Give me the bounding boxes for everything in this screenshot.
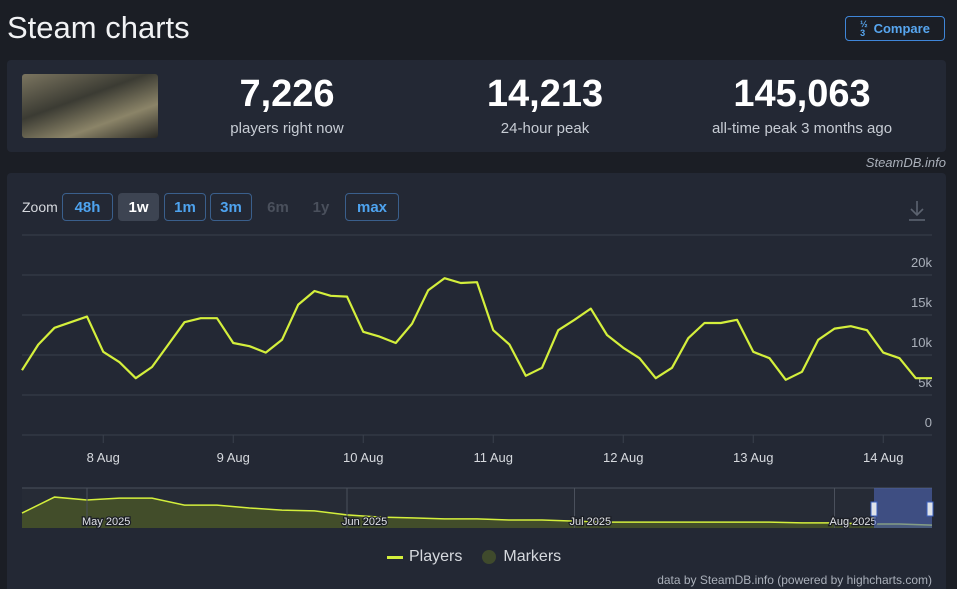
legend-swatch — [387, 555, 403, 559]
legend-label: Players — [409, 548, 463, 565]
navigator-handle — [870, 501, 878, 517]
legend-item[interactable]: Players — [387, 548, 462, 566]
y-tick-label: 10k — [911, 335, 932, 350]
navigator-area — [22, 497, 932, 528]
source-link[interactable]: SteamDB.info — [865, 155, 946, 170]
legend: Players Markers — [387, 548, 581, 566]
zoom-label: Zoom — [22, 199, 58, 215]
zoom-button[interactable]: 3m — [210, 193, 252, 221]
zoom-button[interactable]: max — [345, 193, 399, 221]
compare-label: Compare — [873, 21, 930, 36]
zoom-button[interactable]: 1m — [164, 193, 206, 221]
stat-label: players right now — [230, 120, 344, 137]
x-tick-label: 9 Aug — [217, 450, 250, 465]
navigator-label: Jul 2025 — [570, 516, 612, 528]
stat-label: 24-hour peak — [500, 120, 590, 137]
game-image — [22, 74, 158, 138]
navigator-line — [21, 496, 933, 526]
navigator-label: May 2025 — [82, 516, 130, 528]
credits[interactable]: data by SteamDB.info (powered by highcha… — [657, 573, 932, 587]
series-line — [21, 277, 932, 381]
zoom-button[interactable]: 48h — [62, 193, 113, 221]
stat: 14,213 24-hour peak — [415, 74, 675, 137]
zoom-button: 1y — [312, 198, 330, 216]
page-title: Steam charts — [7, 10, 190, 45]
x-tick-label: 12 Aug — [603, 450, 644, 465]
y-tick-label: 0 — [925, 415, 932, 430]
y-tick-label: 15k — [911, 295, 932, 310]
stat-label: all-time peak 3 months ago — [711, 120, 893, 137]
legend-item[interactable]: Markers — [482, 548, 561, 566]
x-tick-label: 13 Aug — [733, 450, 774, 465]
stat: 145,063 all-time peak 3 months ago — [672, 74, 932, 137]
navigator-selection — [874, 488, 932, 528]
stats-panel: 7,226 players right now 14,213 24-hour pea… — [7, 60, 946, 152]
x-tick-label: 11 Aug — [473, 450, 513, 465]
navigator-label: Jun 2025 — [342, 516, 387, 528]
stat-value: 7,226 — [239, 73, 335, 115]
stat: 7,226 players right now — [157, 74, 417, 137]
legend-swatch — [482, 550, 497, 564]
x-tick-label: 14 Aug — [863, 450, 904, 465]
legend-label: Markers — [503, 548, 562, 565]
navigator-handle — [926, 501, 934, 517]
stat-value: 14,213 — [486, 73, 604, 115]
x-tick-label: 8 Aug — [87, 450, 120, 465]
zoom-button[interactable]: 1w — [118, 193, 159, 221]
download-icon[interactable] — [909, 201, 925, 221]
y-tick-label: 20k — [911, 255, 932, 270]
x-tick-label: 10 Aug — [343, 450, 384, 465]
stat-value: 145,063 — [733, 73, 871, 115]
navigator-label: Aug 2025 — [830, 516, 877, 528]
zoom-button: 6m — [267, 198, 289, 216]
